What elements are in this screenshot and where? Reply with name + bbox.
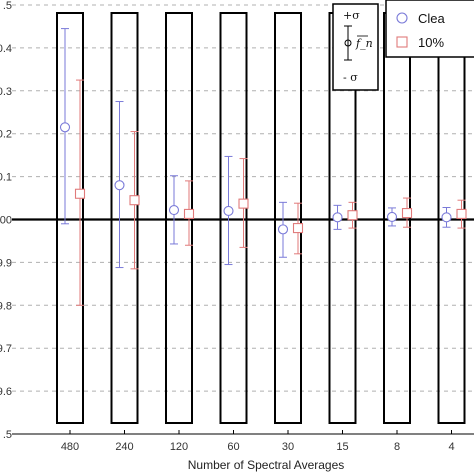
data-point-square: [292, 223, 304, 234]
legend: Clea 10%: [385, 0, 474, 58]
y-tick-label: 0.1: [0, 172, 12, 184]
key-mean-label: f_n: [355, 37, 373, 50]
x-tick-label: 120: [170, 441, 188, 453]
category-column: [274, 12, 302, 424]
data-point-circle: [223, 205, 234, 216]
data-point-square: [238, 198, 249, 209]
x-tick-label: 4: [448, 441, 454, 453]
y-tick-label: 9.6: [0, 386, 12, 398]
x-tick-label: 15: [336, 441, 348, 453]
x-tick-label: 8: [394, 441, 400, 453]
x-tick-label: 480: [61, 441, 79, 453]
sigma-key: +σ f_n - σ: [332, 3, 379, 91]
data-point-circle: [441, 212, 452, 223]
data-point-square: [456, 208, 467, 219]
y-tick-label: .5: [3, 0, 12, 12]
data-point-circle: [332, 212, 343, 223]
category-column: [219, 12, 248, 424]
y-tick-label: 9.7: [0, 343, 12, 355]
data-point-square: [129, 195, 140, 206]
y-tick-label: 0.3: [0, 86, 12, 98]
data-point-circle: [59, 122, 71, 133]
category-column: [110, 12, 139, 424]
legend-series-2: 10%: [418, 35, 444, 50]
y-tick-label: 0.2: [0, 129, 12, 141]
category-column: [56, 12, 84, 424]
x-tick-label: 240: [115, 441, 133, 453]
y-tick-label: 9.9: [0, 257, 12, 269]
x-axis-label: Number of Spectral Averages: [188, 458, 345, 472]
key-plus-sigma: +σ: [343, 9, 360, 22]
data-point-square: [401, 208, 413, 219]
data-point-circle: [386, 211, 398, 222]
legend-circle-marker: [396, 12, 408, 24]
data-point-circle: [168, 205, 180, 216]
data-point-circle: [114, 180, 125, 191]
y-tick-label: 0.4: [0, 43, 12, 55]
legend-square-marker: [396, 36, 408, 48]
y-tick-label: .5: [3, 429, 12, 441]
x-tick-label: 60: [227, 441, 239, 453]
x-tick-label: 30: [282, 441, 294, 453]
data-point-square: [347, 210, 358, 221]
key-minus-sigma: - σ: [343, 71, 358, 84]
legend-series-1: Clea: [418, 11, 446, 26]
data-point-circle: [277, 224, 289, 235]
data-point-square: [183, 208, 195, 219]
y-tick-label: 9.8: [0, 300, 12, 312]
data-point-square: [74, 188, 86, 199]
plot-area: .5 9.6 9.7 9.8 9.9 .00 0.1 0.2 0.3 0.4 .5 480 240 120…: [0, 0, 474, 453]
y-tick-label: .00: [0, 215, 12, 227]
